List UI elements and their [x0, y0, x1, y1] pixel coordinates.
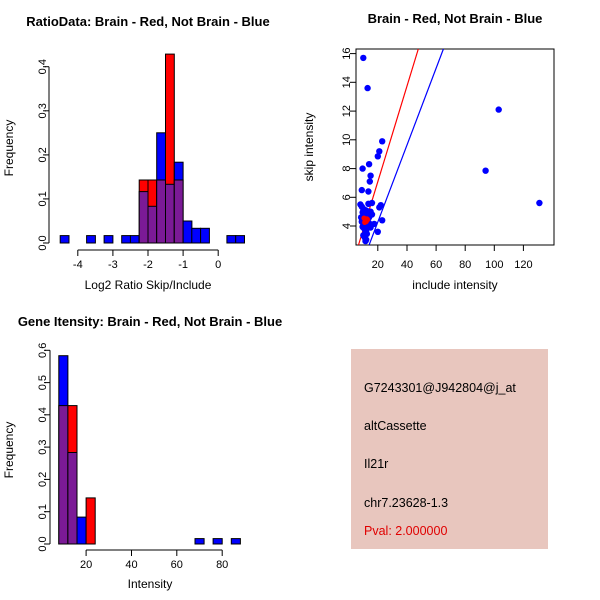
svg-text:0.2: 0.2: [37, 472, 49, 487]
svg-text:0.4: 0.4: [37, 59, 49, 74]
histogram-bars: [58, 355, 241, 545]
svg-text:0.5: 0.5: [37, 375, 49, 390]
junction_scatter-chart: 4 6 8 10 12 14 16 20 40 60 80 100 120 Brain - Red, No…: [302, 11, 555, 292]
svg-text:100: 100: [485, 259, 503, 271]
gene-info-panel: G7243301@J942804@j_at altCassette Il21r …: [351, 349, 548, 549]
chart-title: Gene Itensity: Brain - Red, Not Brain - …: [18, 314, 282, 329]
svg-text:60: 60: [171, 559, 183, 571]
svg-text:60: 60: [430, 259, 442, 271]
svg-text:0.0: 0.0: [37, 235, 49, 250]
pval-text: Pval: 2.000000: [364, 524, 448, 538]
svg-text:0.6: 0.6: [37, 343, 49, 358]
svg-text:-2: -2: [143, 259, 153, 271]
scatter-points-red: [361, 215, 371, 225]
x-axis-label: Intensity: [128, 577, 173, 591]
svg-text:12: 12: [341, 105, 353, 117]
svg-text:80: 80: [459, 259, 471, 271]
y-axis-label: Frequency: [2, 422, 16, 479]
genomic-location-text: chr7.23628-1.3: [364, 496, 449, 510]
svg-text:6: 6: [341, 194, 353, 200]
svg-text:80: 80: [216, 559, 228, 571]
plot-box: [355, 48, 555, 246]
intensity-scatter-panel: 4 6 8 10 12 14 16 20 40 60 80 100 120 Brain - Red, No…: [300, 0, 600, 300]
splice-event-type-text: altCassette: [364, 419, 427, 433]
gene-symbol-text: Il21r: [364, 457, 389, 471]
x-axis: -4 -3 -2 -1 0: [73, 249, 221, 271]
x-axis: 20 40 60 80: [80, 549, 228, 571]
svg-text:8: 8: [341, 166, 353, 172]
svg-text:4: 4: [341, 223, 353, 229]
ratio-histogram-panel: 0.0 0.1 0.2 0.3 0.4 -4 -3 -2 -1 0 RatioData: Brain…: [0, 0, 300, 300]
svg-text:0: 0: [215, 259, 221, 271]
svg-text:20: 20: [80, 559, 92, 571]
y-axis: 4 6 8 10 12 14 16: [341, 47, 357, 229]
scatter-points-blue: [357, 54, 543, 245]
y-axis: 0.0 0.1 0.2 0.3 0.4 0.5 0.6: [37, 343, 51, 552]
svg-text:-3: -3: [108, 259, 118, 271]
svg-text:0.0: 0.0: [37, 536, 49, 551]
x-axis-label: Log2 Ratio Skip/Include: [85, 278, 212, 292]
svg-text:16: 16: [341, 47, 353, 59]
y-axis-label: Frequency: [2, 120, 16, 177]
svg-text:0.1: 0.1: [37, 191, 49, 206]
probe-id-text: G7243301@J942804@j_at: [364, 381, 516, 395]
svg-text:40: 40: [401, 259, 413, 271]
x-axis: 20 40 60 80 100 120: [372, 244, 533, 271]
svg-text:-4: -4: [73, 259, 83, 271]
svg-text:0.4: 0.4: [37, 407, 49, 422]
svg-text:0.3: 0.3: [37, 439, 49, 454]
svg-text:40: 40: [125, 559, 137, 571]
gene_hist-chart: 0.0 0.1 0.2 0.3 0.4 0.5 0.6 20 40 60 80 Gene Itensi…: [2, 314, 282, 591]
y-axis-label: skip intensity: [302, 113, 316, 182]
histogram-bars: [59, 53, 245, 244]
y-axis: 0.0 0.1 0.2 0.3 0.4: [37, 59, 50, 251]
svg-text:-1: -1: [178, 259, 188, 271]
svg-text:0.3: 0.3: [37, 103, 49, 118]
chart-title: Brain - Red, Not Brain - Blue: [368, 11, 543, 26]
chart-title: RatioData: Brain - Red, Not Brain - Blue: [26, 14, 269, 29]
gene-intensity-histogram-panel: 0.0 0.1 0.2 0.3 0.4 0.5 0.6 20 40 60 80 Gene Itensi…: [0, 300, 300, 600]
svg-text:20: 20: [372, 259, 384, 271]
svg-text:0.1: 0.1: [37, 504, 49, 519]
svg-text:0.2: 0.2: [37, 147, 49, 162]
x-axis-label: include intensity: [412, 278, 497, 292]
svg-text:120: 120: [514, 259, 532, 271]
svg-text:10: 10: [341, 134, 353, 146]
ratio_hist-chart: 0.0 0.1 0.2 0.3 0.4 -4 -3 -2 -1 0 RatioData: Brain…: [2, 14, 270, 292]
svg-text:14: 14: [341, 76, 353, 88]
